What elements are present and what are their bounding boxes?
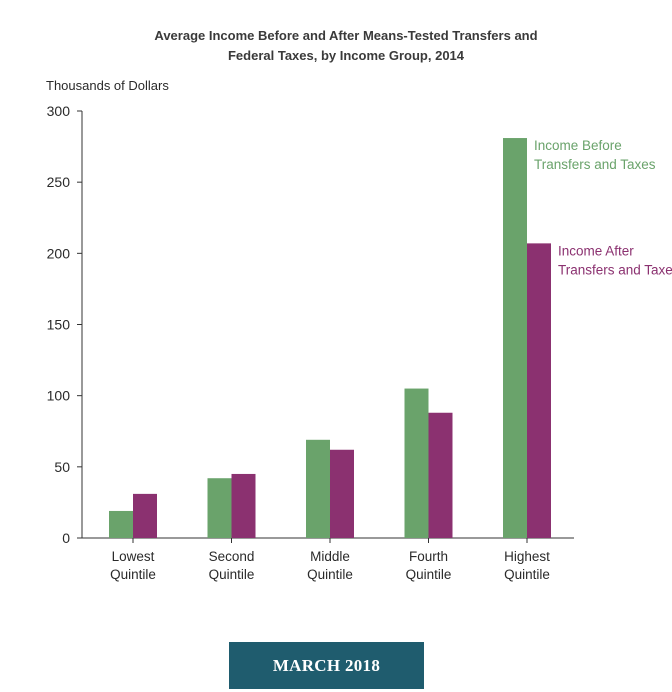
bar-before [109,510,133,538]
x-category-label: Fourth [409,549,448,564]
y-tick-label: 100 [47,388,71,404]
date-banner: MARCH 2018 [229,642,424,689]
bar-after [231,473,256,538]
bar-after [133,493,157,538]
date-banner-label: MARCH 2018 [272,655,381,675]
x-axis-category-labels: Lowest Quintile Second Quintile Middle Quinti… [110,538,550,582]
y-axis-label: Thousands of Dollars [46,78,169,93]
x-category-label: Quintile [504,567,550,582]
chart-title: Average Income Before and After Means-Te… [154,28,537,63]
legend: Income Before Transfers and Taxes Income A… [534,138,672,277]
chart-title-line-2: Federal Taxes, by Income Group, 2014 [228,48,465,63]
x-category-label: Highest [504,549,550,564]
bar-before [404,388,429,538]
x-category-label: Quintile [406,567,452,582]
y-tick-label: 150 [47,317,71,333]
y-tick-label: 0 [62,530,70,546]
bar-after [428,412,453,538]
legend-entry-after: Transfers and Taxes [558,262,672,277]
x-category-label: Middle [310,549,350,564]
chart-title-line-1: Average Income Before and After Means-Te… [154,28,537,43]
bar-before [207,478,232,538]
y-tick-label: 250 [47,174,71,190]
x-category-label: Quintile [307,567,353,582]
legend-entry-before: Transfers and Taxes [534,157,656,172]
x-category-label: Quintile [209,567,255,582]
bar-after [527,243,551,538]
bar-before [503,138,527,538]
bar-before [306,439,330,538]
y-tick-label: 200 [47,245,71,261]
x-category-label: Quintile [110,567,156,582]
y-tick-label: 50 [54,459,70,475]
legend-entry-after: Income After [558,243,634,258]
y-tick-label: 300 [47,103,71,119]
x-category-label: Lowest [112,549,155,564]
bars [109,138,551,538]
y-axis-ticks: 0 50 100 150 200 250 300 [47,103,82,546]
bar-after [330,449,354,538]
x-category-label: Second [209,549,255,564]
legend-entry-before: Income Before [534,138,622,153]
